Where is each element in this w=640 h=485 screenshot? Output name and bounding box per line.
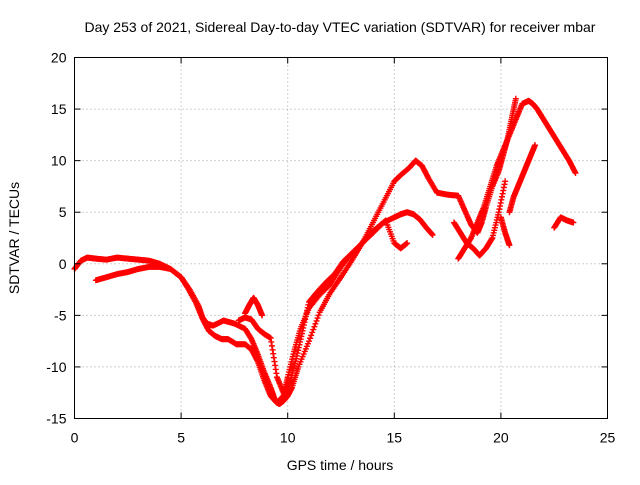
data-point xyxy=(313,317,320,324)
grid-layer xyxy=(74,57,608,419)
data-point xyxy=(314,315,321,322)
y-tick-label: 15 xyxy=(51,101,67,117)
data-point xyxy=(309,329,316,336)
x-tick-label: 10 xyxy=(280,430,296,446)
x-tick-label: 15 xyxy=(387,430,403,446)
data-point xyxy=(308,332,315,339)
data-point xyxy=(506,242,513,249)
data-series xyxy=(235,217,411,396)
y-tick-label: 0 xyxy=(59,256,67,272)
data-point xyxy=(572,170,579,177)
data-point xyxy=(570,219,577,226)
y-tick-label: 20 xyxy=(51,50,67,66)
x-tick-label: 5 xyxy=(177,430,185,446)
data-series xyxy=(455,97,579,262)
data-series xyxy=(551,214,577,231)
x-tick-label: 0 xyxy=(71,430,79,446)
data-layer xyxy=(71,95,579,408)
tick-layer: 0 5 10 15 20 25 -15 -10 -5 0 5 10 15 20 xyxy=(46,50,615,446)
y-axis-label: SDTVAR / TECUs xyxy=(6,182,22,294)
data-series xyxy=(242,294,266,319)
data-point xyxy=(311,323,318,330)
data-point xyxy=(310,326,317,333)
data-series xyxy=(92,209,436,407)
chart-title: Day 253 of 2021, Sidereal Day-to-day VTE… xyxy=(85,19,596,35)
x-tick-label: 20 xyxy=(493,430,509,446)
data-point xyxy=(307,335,314,342)
data-series xyxy=(450,178,509,259)
y-tick-label: 10 xyxy=(51,153,67,169)
y-tick-label: -15 xyxy=(46,411,66,427)
x-tick-label: 25 xyxy=(600,430,616,446)
data-point xyxy=(404,240,411,247)
data-point xyxy=(259,312,266,319)
data-point xyxy=(532,142,539,149)
y-tick-label: -5 xyxy=(54,307,67,323)
data-point xyxy=(502,178,509,185)
data-point xyxy=(429,231,436,238)
data-point xyxy=(306,338,313,345)
data-series xyxy=(506,142,539,216)
data-point xyxy=(315,312,322,319)
data-point xyxy=(512,95,519,102)
y-tick-label: 5 xyxy=(59,204,67,220)
y-tick-label: -10 xyxy=(46,359,66,375)
data-series xyxy=(497,214,513,249)
plot-frame xyxy=(74,57,608,419)
x-axis-label: GPS time / hours xyxy=(287,457,394,473)
data-point xyxy=(312,320,319,327)
